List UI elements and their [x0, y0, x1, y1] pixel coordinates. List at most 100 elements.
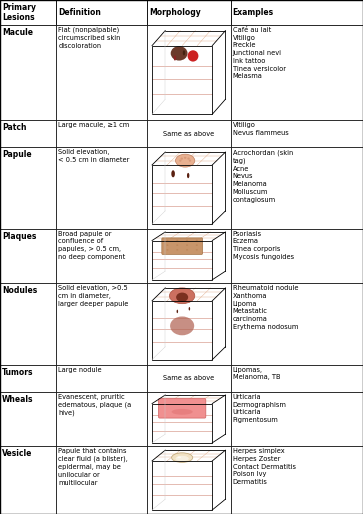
- Text: Evanescent, pruritic
edematous, plaque (a
hive): Evanescent, pruritic edematous, plaque (…: [58, 394, 132, 416]
- Ellipse shape: [196, 249, 198, 250]
- Text: Tumors: Tumors: [2, 368, 34, 377]
- Ellipse shape: [176, 249, 178, 250]
- Bar: [152, 403, 212, 443]
- Bar: [152, 431, 212, 443]
- Polygon shape: [212, 232, 225, 280]
- Bar: [152, 342, 212, 360]
- Polygon shape: [212, 288, 225, 360]
- Text: Plaques: Plaques: [2, 232, 37, 241]
- Text: Examples: Examples: [233, 8, 274, 17]
- Polygon shape: [212, 395, 225, 443]
- Text: Café au lait
Vitiligo
Freckle
Junctional nevi
Ink tattoo
Tinea versicolor
Melasm: Café au lait Vitiligo Freckle Junctional…: [233, 27, 286, 80]
- Bar: [147, 392, 231, 446]
- FancyBboxPatch shape: [159, 398, 206, 418]
- Text: Same as above: Same as above: [163, 375, 215, 381]
- Bar: [152, 241, 212, 252]
- Bar: [152, 46, 212, 114]
- Bar: [147, 446, 231, 514]
- Bar: [231, 229, 363, 283]
- Bar: [152, 79, 212, 94]
- Ellipse shape: [184, 157, 186, 159]
- Bar: [56, 25, 147, 120]
- Polygon shape: [212, 450, 225, 510]
- Ellipse shape: [178, 456, 181, 458]
- Bar: [152, 415, 212, 423]
- Bar: [231, 147, 363, 229]
- Text: Vitiligo
Nevus flammeus: Vitiligo Nevus flammeus: [233, 122, 289, 136]
- Bar: [147, 229, 231, 283]
- Bar: [147, 283, 231, 364]
- Polygon shape: [212, 152, 225, 224]
- Bar: [152, 193, 212, 206]
- Text: Broad papule or
confluence of
papules, > 0.5 cm,
no deep component: Broad papule or confluence of papules, >…: [58, 231, 126, 260]
- Ellipse shape: [170, 288, 195, 304]
- Ellipse shape: [176, 154, 195, 167]
- Bar: [56, 283, 147, 364]
- Bar: [0, 392, 56, 446]
- Bar: [152, 484, 212, 495]
- Bar: [231, 0, 363, 25]
- Bar: [147, 0, 231, 25]
- Bar: [56, 392, 147, 446]
- Bar: [152, 301, 212, 360]
- Ellipse shape: [166, 245, 168, 246]
- Ellipse shape: [186, 245, 188, 246]
- Text: Solid elevation,
< 0.5 cm in diameter: Solid elevation, < 0.5 cm in diameter: [58, 149, 130, 163]
- Bar: [152, 301, 212, 319]
- Bar: [152, 319, 212, 329]
- Text: Lipomas,
Melanoma, TB: Lipomas, Melanoma, TB: [233, 366, 280, 380]
- Bar: [0, 120, 56, 147]
- Bar: [152, 182, 212, 193]
- Ellipse shape: [166, 249, 168, 250]
- Bar: [0, 446, 56, 514]
- Text: Urticaria
Dermographism
Urticaria
Pigmentosum: Urticaria Dermographism Urticaria Pigmen…: [233, 394, 286, 423]
- Bar: [152, 66, 212, 79]
- Text: Large nodule: Large nodule: [58, 366, 102, 373]
- Bar: [152, 241, 212, 280]
- Text: Acrochordan (skin
tag)
Acne
Nevus
Melanoma
Molluscum
contagiosum: Acrochordan (skin tag) Acne Nevus Melano…: [233, 149, 293, 203]
- Text: Papule that contains
clear fluid (a blister),
epidermal, may be
unilocular or
mu: Papule that contains clear fluid (a blis…: [58, 448, 128, 486]
- Ellipse shape: [188, 50, 199, 62]
- Bar: [152, 252, 212, 260]
- Text: Solid elevation, >0.5
cm in diameter,
larger deeper papule: Solid elevation, >0.5 cm in diameter, la…: [58, 285, 129, 306]
- Ellipse shape: [176, 292, 188, 302]
- Bar: [147, 147, 231, 229]
- Bar: [0, 283, 56, 364]
- Bar: [0, 229, 56, 283]
- Ellipse shape: [176, 240, 178, 241]
- Bar: [152, 423, 212, 431]
- Text: Flat (nonpalpable)
circumscribed skin
discoloration: Flat (nonpalpable) circumscribed skin di…: [58, 27, 121, 49]
- Text: Nodules: Nodules: [2, 286, 37, 295]
- Bar: [0, 364, 56, 392]
- Polygon shape: [152, 395, 225, 403]
- Bar: [231, 283, 363, 364]
- Bar: [152, 495, 212, 510]
- Bar: [152, 461, 212, 475]
- Ellipse shape: [179, 159, 182, 162]
- Text: Herpes simplex
Herpes Zoster
Contact Dermatitis
Poison Ivy
Dermatitis: Herpes simplex Herpes Zoster Contact Der…: [233, 448, 296, 485]
- Ellipse shape: [171, 46, 188, 61]
- Bar: [152, 329, 212, 342]
- Ellipse shape: [187, 158, 190, 160]
- Bar: [152, 165, 212, 182]
- Text: Same as above: Same as above: [163, 131, 215, 137]
- Ellipse shape: [166, 240, 168, 241]
- Bar: [152, 268, 212, 280]
- Bar: [56, 0, 147, 25]
- Bar: [56, 120, 147, 147]
- Ellipse shape: [180, 158, 183, 160]
- Polygon shape: [152, 232, 225, 241]
- Bar: [231, 120, 363, 147]
- Ellipse shape: [174, 56, 176, 61]
- Ellipse shape: [186, 249, 188, 250]
- Text: Morphology: Morphology: [149, 8, 201, 17]
- Bar: [147, 364, 231, 392]
- Bar: [0, 0, 56, 25]
- Bar: [56, 147, 147, 229]
- Ellipse shape: [187, 173, 189, 178]
- Ellipse shape: [176, 309, 178, 313]
- Ellipse shape: [176, 245, 178, 246]
- Ellipse shape: [186, 240, 188, 241]
- Bar: [152, 165, 212, 224]
- Bar: [56, 364, 147, 392]
